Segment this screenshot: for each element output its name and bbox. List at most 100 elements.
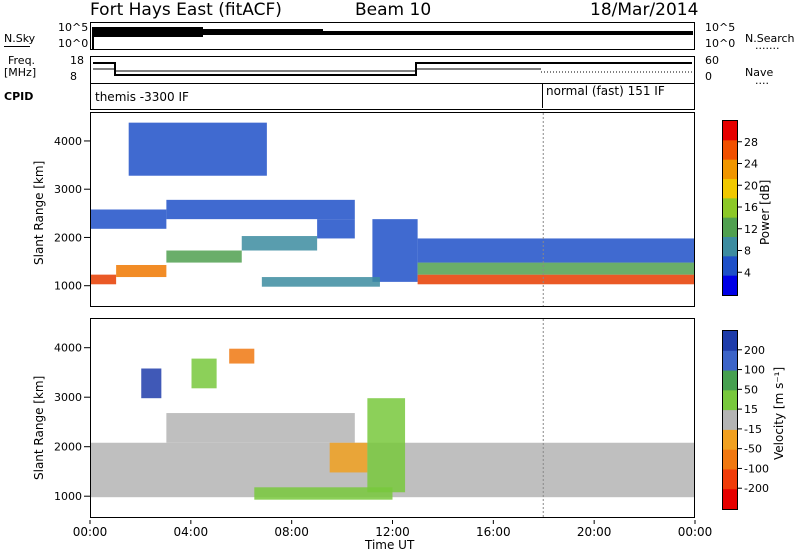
power-echo-band <box>166 250 242 263</box>
velocity-echo-band <box>367 398 406 493</box>
beam-label: Beam 10 <box>355 0 432 20</box>
power-colorbar <box>722 120 738 296</box>
cpid-label: CPID <box>4 90 34 103</box>
velocity-echo-band <box>141 368 162 399</box>
time-axis-tick-label: 12:00 <box>375 525 410 539</box>
time-axis-tick-label: 04:00 <box>174 525 209 539</box>
power-colorbar-segment <box>723 256 737 277</box>
power-echo-band <box>417 238 694 263</box>
freq-trace <box>93 62 692 76</box>
power-colorbar-tick-label: 16 <box>744 201 758 214</box>
power-plot <box>91 113 694 306</box>
power-panel <box>90 112 695 307</box>
power-colorbar-tick-label: 8 <box>744 245 751 258</box>
freq-left-top: 18 <box>70 54 84 67</box>
velocity-colorbar-segment <box>723 390 737 411</box>
power-colorbar-segment <box>723 217 737 238</box>
freq-right-bottom: 0 <box>705 70 712 83</box>
velocity-colorbar-tick-label: 50 <box>744 383 758 396</box>
noise-right-bottom: 10^0 <box>705 37 736 50</box>
cpid-panel: themis -3300 IF normal (fast) 151 IF <box>90 84 695 110</box>
time-axis-tick-label: 08:00 <box>274 525 309 539</box>
velocity-yaxis: 1000 2000 3000 4000 <box>54 342 90 503</box>
cpid-mode-1: themis -3300 IF <box>95 90 189 104</box>
power-echo-band <box>116 264 167 278</box>
nsky-line <box>4 46 30 47</box>
time-axis: 00:00 04:00 08:00 12:00 16:00 20:00 00:00 <box>73 520 713 539</box>
time-axis-tick-label: 00:00 <box>73 525 108 539</box>
freq-label-2: [MHz] <box>4 66 37 79</box>
power-colorbar-segment <box>723 237 737 257</box>
nsearch-dots: ....... <box>755 39 780 52</box>
freq-right-top: 60 <box>705 54 719 67</box>
velocity-colorbar-tick-label: 200 <box>744 344 765 357</box>
velocity-colorbar-tick-label: -50 <box>744 443 762 456</box>
power-colorbar-tick-label: 24 <box>744 158 758 171</box>
velocity-ytick-label: 4000 <box>54 342 82 355</box>
power-echo-band <box>91 209 167 229</box>
velocity-ytick-label: 2000 <box>54 441 82 454</box>
time-axis-tick-label: 16:00 <box>476 525 511 539</box>
velocity-colorbar-segment <box>723 370 737 391</box>
velocity-colorbar-ticks: 200 100 50 15 -15 -50 -100 -200 <box>738 344 769 495</box>
velocity-colorbar-tick-label: 100 <box>744 364 765 377</box>
power-colorbar-tick-label: 4 <box>744 266 751 279</box>
velocity-colorbar-label: Velocity [m s⁻¹] <box>772 366 786 460</box>
velocity-colorbar-tick-label: -100 <box>744 462 769 475</box>
power-colorbar-tick-label: 28 <box>744 136 758 149</box>
freq-label-1: Freq. <box>8 54 36 67</box>
velocity-colorbar-tick-label: -15 <box>744 423 762 436</box>
power-colorbar-tick-label: 12 <box>744 223 758 236</box>
station-title: Fort Hays East (fitACF) <box>90 0 282 20</box>
nave-label: Nave <box>745 66 774 79</box>
velocity-colorbar-segment <box>723 331 737 352</box>
velocity-colorbar-segment <box>723 449 737 470</box>
velocity-colorbar-segment <box>723 469 737 490</box>
velocity-ytick-label: 3000 <box>54 391 82 404</box>
power-echo-band <box>417 274 694 285</box>
time-axis-tick-label: 00:00 <box>678 525 713 539</box>
nsky-label: N.Sky <box>4 32 36 45</box>
velocity-ytick-label: 1000 <box>54 490 82 503</box>
power-echo-band <box>241 236 318 251</box>
power-echo-band <box>128 122 267 176</box>
power-ytick-label: 3000 <box>54 183 82 196</box>
power-colorbar-tick-label: 20 <box>744 179 758 192</box>
power-colorbar-fill <box>723 121 737 296</box>
power-colorbar-label: Power [dB] <box>758 179 772 245</box>
date-label: 18/Mar/2014 <box>590 0 699 20</box>
power-colorbar-segment <box>723 179 737 199</box>
freq-panel <box>90 56 695 84</box>
velocity-ylabel: Slant Range [km] <box>32 375 46 480</box>
noise-left-top: 10^5 <box>58 21 89 34</box>
velocity-echo-band <box>254 487 393 500</box>
time-axis-tick-label: 20:00 <box>577 525 612 539</box>
power-colorbar-ticks: 28 24 20 16 12 8 4 <box>738 136 758 279</box>
velocity-colorbar-tick-label: -200 <box>744 482 769 495</box>
power-colorbar-segment <box>723 198 737 219</box>
power-echo-band <box>261 277 380 287</box>
power-ytick-label: 2000 <box>54 231 82 244</box>
nsearch-label: N.Search <box>745 32 795 45</box>
velocity-colorbar-fill <box>723 331 737 510</box>
velocity-echo-band <box>166 413 355 443</box>
power-colorbar-segment <box>723 121 737 141</box>
velocity-echo-band <box>229 348 255 364</box>
power-echo-band <box>372 219 418 282</box>
velocity-colorbar-segment <box>723 489 737 510</box>
time-axis-label: Time UT <box>365 538 415 552</box>
power-colorbar-segment <box>723 159 737 180</box>
cpid-mode-2: normal (fast) 151 IF <box>546 84 665 98</box>
power-echo-band <box>166 199 355 220</box>
velocity-colorbar-segment <box>723 429 737 451</box>
power-echo-band <box>91 274 117 285</box>
noise-trace <box>92 27 693 49</box>
cpid-divider <box>542 84 543 108</box>
noise-panel <box>90 22 695 50</box>
power-ylabel: Slant Range [km] <box>32 160 46 265</box>
nave-dots: .... <box>755 74 769 87</box>
velocity-colorbar-tick-label: 15 <box>744 403 758 416</box>
power-colorbar-segment <box>723 140 737 161</box>
power-colorbar-segment <box>723 275 737 296</box>
velocity-plot <box>91 319 694 517</box>
